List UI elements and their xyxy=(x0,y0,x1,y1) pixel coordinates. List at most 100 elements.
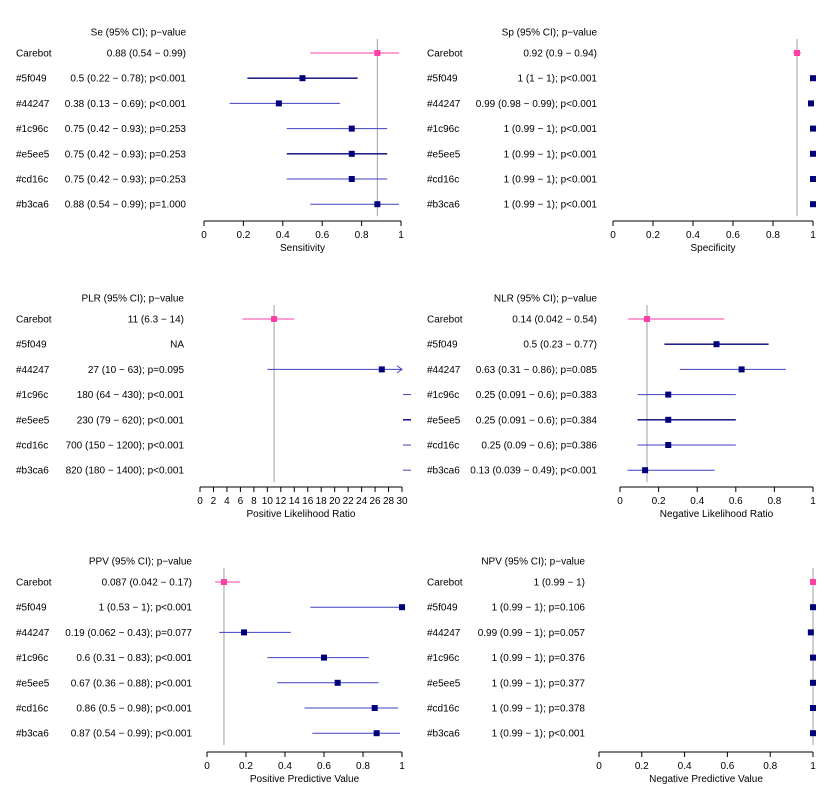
point-estimate xyxy=(334,679,341,686)
point-estimate xyxy=(810,654,816,661)
row-estimate-label: 0.75 (0.42 − 0.93); p=0.253 xyxy=(65,175,187,186)
row-name: #1c96c xyxy=(16,653,48,664)
row-name: #e5ee5 xyxy=(16,678,50,689)
forest-panel-6: NPV (95% CI); p−value Carebot 1 (0.99 − 1)… xyxy=(427,557,816,786)
x-tick-label: 0.2 xyxy=(652,496,666,507)
forest-panel-2: Sp (95% CI); p−value Carebot 0.92 (0.9 − 0… xyxy=(427,28,816,255)
x-tick-label: 8 xyxy=(251,496,257,507)
x-axis-label: Positive Predictive Value xyxy=(250,774,360,785)
row-estimate-label: 1 (0.99 − 1); p<0.001 xyxy=(492,729,586,740)
forest-panel-3: PLR (95% CI); p−value Carebot 11 (6.3 − 14… xyxy=(16,294,411,520)
x-tick-label: 0.6 xyxy=(315,230,329,241)
row-name: Carebot xyxy=(16,49,52,60)
x-axis-label: Negative Predictive Value xyxy=(649,774,763,785)
x-axis-label: Specificity xyxy=(690,243,735,254)
row-name: #cd16c xyxy=(427,441,459,452)
row-estimate-label: 1 (1 − 1); p<0.001 xyxy=(517,74,597,85)
row-estimate-label: 0.86 (0.5 − 0.98); p<0.001 xyxy=(76,704,192,715)
row-name: #e5ee5 xyxy=(427,415,461,426)
point-estimate xyxy=(348,125,355,132)
row-estimate-label: 0.25 (0.091 − 0.6); p=0.384 xyxy=(476,415,598,426)
x-tick-label: 0 xyxy=(201,230,207,241)
x-tick-label: 0.2 xyxy=(239,761,253,772)
x-tick-label: 0.4 xyxy=(678,761,692,772)
row-name: #5f049 xyxy=(16,603,47,614)
row-name: #e5ee5 xyxy=(16,149,50,160)
row-estimate-label: 700 (150 − 1200); p<0.001 xyxy=(66,441,185,452)
panel-title: NLR (95% CI); p−value xyxy=(494,294,598,305)
row-estimate-label: 820 (180 − 1400); p<0.001 xyxy=(66,466,185,477)
row-name: #b3ca6 xyxy=(427,466,460,477)
row-estimate-label: 1 (0.99 − 1); p=0.378 xyxy=(492,704,586,715)
x-tick-label: 0.2 xyxy=(236,230,250,241)
row-estimate-label: 0.5 (0.22 − 0.78); p<0.001 xyxy=(70,74,186,85)
x-tick-label: 1 xyxy=(398,230,404,241)
x-tick-label: 22 xyxy=(343,496,355,507)
row-name: #cd16c xyxy=(16,704,48,715)
row-estimate-label: 1 (0.99 − 1); p=0.106 xyxy=(492,603,586,614)
row-name: #5f049 xyxy=(427,340,458,351)
point-estimate xyxy=(810,705,816,711)
point-estimate xyxy=(810,176,816,182)
x-tick-label: 30 xyxy=(396,496,408,507)
x-axis-label: Negative Likelihood Ratio xyxy=(660,509,774,520)
x-tick-label: 0.4 xyxy=(690,496,704,507)
row-name: #cd16c xyxy=(427,704,459,715)
x-tick-label: 4 xyxy=(224,496,230,507)
point-estimate xyxy=(808,100,814,107)
x-tick-label: 0.4 xyxy=(686,230,700,241)
row-name: #1c96c xyxy=(16,124,48,135)
forest-panel-4: NLR (95% CI); p−value Carebot 0.14 (0.042 … xyxy=(427,294,816,521)
x-tick-label: 0 xyxy=(617,496,623,507)
x-tick-label: 0 xyxy=(197,496,203,507)
row-name: #b3ca6 xyxy=(16,466,49,477)
row-name: #e5ee5 xyxy=(16,415,50,426)
x-tick-label: 0.4 xyxy=(278,761,292,772)
x-tick-label: 24 xyxy=(356,496,368,507)
point-estimate xyxy=(399,604,405,611)
x-tick-label: 18 xyxy=(316,496,328,507)
row-estimate-label: 0.6 (0.31 − 0.83); p<0.001 xyxy=(76,653,192,664)
row-name: #b3ca6 xyxy=(427,729,460,740)
x-tick-label: 6 xyxy=(238,496,244,507)
point-estimate xyxy=(810,730,816,737)
x-tick-label: 0.6 xyxy=(720,761,734,772)
row-name: #e5ee5 xyxy=(427,149,461,160)
row-name: Carebot xyxy=(427,49,463,60)
row-name: #5f049 xyxy=(427,603,458,614)
x-axis-label: Sensitivity xyxy=(280,243,325,254)
x-tick-label: 2 xyxy=(211,496,217,507)
row-estimate-label: 0.19 (0.062 − 0.43); p=0.077 xyxy=(65,628,192,639)
point-estimate xyxy=(348,176,355,182)
x-tick-label: 0.2 xyxy=(646,230,660,241)
row-estimate-label: 1 (0.99 − 1); p<0.001 xyxy=(504,149,598,160)
point-estimate xyxy=(374,201,381,208)
x-tick-label: 28 xyxy=(383,496,395,507)
row-estimate-label: 0.75 (0.42 − 0.93); p=0.253 xyxy=(65,124,187,135)
point-estimate xyxy=(810,75,816,82)
row-estimate-label: 1 (0.99 − 1); p<0.001 xyxy=(504,175,598,186)
point-estimate xyxy=(713,341,720,348)
row-estimate-label: 230 (79 − 620); p<0.001 xyxy=(77,415,185,426)
row-name: #5f049 xyxy=(16,340,47,351)
row-estimate-label: 0.88 (0.54 − 0.99); p=1.000 xyxy=(65,200,187,211)
point-estimate xyxy=(665,442,672,448)
x-tick-label: 20 xyxy=(329,496,341,507)
point-estimate xyxy=(373,730,380,737)
point-estimate xyxy=(371,705,378,711)
row-estimate-label: 0.87 (0.54 − 0.99); p<0.001 xyxy=(71,729,193,740)
row-name: Carebot xyxy=(427,315,463,326)
row-name: #b3ca6 xyxy=(427,200,460,211)
row-estimate-label: NA xyxy=(170,340,184,351)
x-tick-label: 0.8 xyxy=(766,230,780,241)
row-estimate-label: 1 (0.99 − 1); p=0.376 xyxy=(492,653,586,664)
point-estimate xyxy=(642,467,649,474)
row-name: #44247 xyxy=(16,99,50,110)
row-name: #44247 xyxy=(427,628,461,639)
row-estimate-label: 0.13 (0.039 − 0.49); p<0.001 xyxy=(470,466,597,477)
x-tick-label: 10 xyxy=(262,496,274,507)
point-estimate xyxy=(378,366,385,373)
x-tick-label: 0.4 xyxy=(276,230,290,241)
point-estimate xyxy=(665,391,672,398)
row-name: #5f049 xyxy=(16,74,47,85)
